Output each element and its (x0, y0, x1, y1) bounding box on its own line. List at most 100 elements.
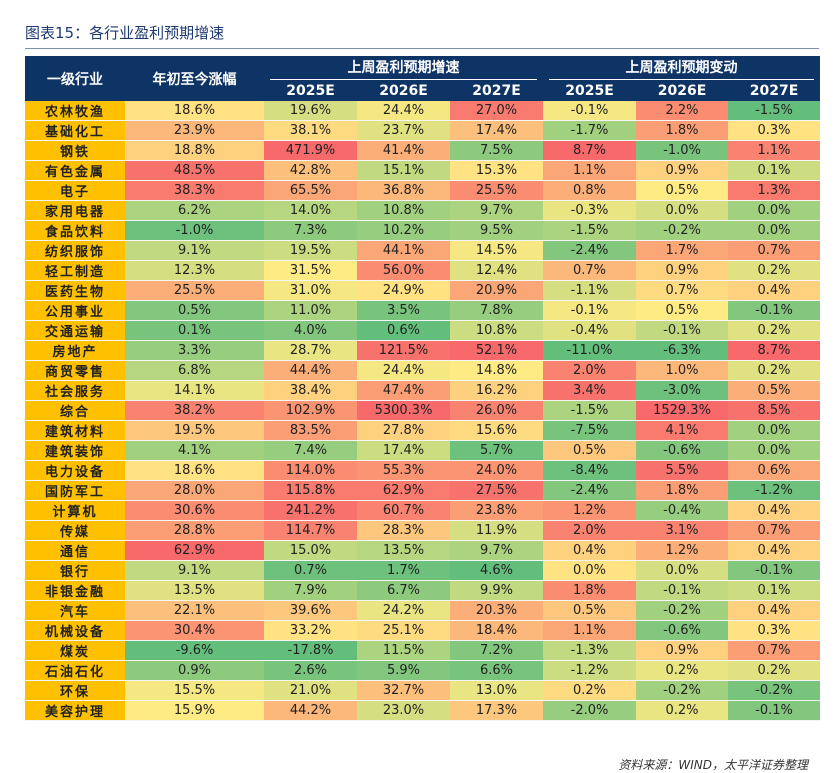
cell-growth-2026: 32.7% (357, 680, 450, 701)
cell-change-2027: 0.0% (728, 420, 821, 441)
industry-name: 农林牧渔 (25, 101, 125, 121)
cell-ytd: 0.5% (125, 300, 264, 321)
cell-change-2027: 0.0% (728, 440, 821, 461)
cell-change-2025: 8.7% (543, 140, 637, 161)
cell-growth-2027: 25.5% (450, 180, 544, 201)
table-row: 房地产 3.3% 28.7% 121.5% 52.1% -11.0% -6.3% 8.7% (25, 340, 821, 361)
cell-ytd: 30.4% (125, 620, 264, 641)
cell-growth-2027: 13.0% (450, 680, 544, 701)
cell-change-2025: -1.3% (543, 640, 637, 661)
cell-change-2025: -0.3% (543, 200, 637, 221)
cell-growth-2025: 83.5% (264, 420, 357, 441)
cell-growth-2025: 114.7% (264, 520, 357, 541)
cell-change-2026: -0.6% (636, 440, 729, 461)
cell-growth-2025: 28.7% (264, 340, 357, 361)
industry-name: 计算机 (25, 500, 125, 521)
cell-ytd: -9.6% (125, 640, 264, 661)
cell-change-2026: 1.0% (636, 360, 729, 381)
cell-change-2026: -3.0% (636, 380, 729, 401)
cell-change-2027: -0.1% (728, 300, 821, 321)
table-row: 农林牧渔 18.6% 19.6% 24.4% 27.0% -0.1% 2.2% -1.5% (25, 101, 821, 121)
header-change-2025: 2025E (543, 80, 637, 101)
cell-growth-2026: 10.8% (357, 200, 450, 221)
cell-growth-2027: 27.0% (450, 101, 544, 121)
cell-growth-2025: 7.4% (264, 440, 357, 461)
table-row: 基础化工 23.9% 38.1% 23.7% 17.4% -1.7% 1.8% 0.3% (25, 120, 821, 141)
cell-change-2025: -11.0% (543, 340, 637, 361)
cell-change-2026: -1.0% (636, 140, 729, 161)
cell-growth-2026: 23.0% (357, 700, 450, 721)
cell-growth-2026: 23.7% (357, 120, 450, 141)
table-row: 电力设备 18.6% 114.0% 55.3% 24.0% -8.4% 5.5% 0.6% (25, 460, 821, 481)
cell-change-2025: 3.4% (543, 380, 637, 401)
industry-name: 轻工制造 (25, 260, 125, 281)
table-row: 电子 38.3% 65.5% 36.8% 25.5% 0.8% 0.5% 1.3% (25, 180, 821, 201)
cell-ytd: 6.2% (125, 200, 264, 221)
cell-change-2026: 0.9% (636, 260, 729, 281)
title-divider (25, 48, 819, 49)
cell-change-2025: -1.7% (543, 120, 637, 141)
cell-change-2026: -0.2% (636, 600, 729, 621)
cell-ytd: 28.0% (125, 480, 264, 501)
cell-growth-2026: 47.4% (357, 380, 450, 401)
cell-growth-2027: 27.5% (450, 480, 544, 501)
industry-name: 环保 (25, 680, 125, 701)
industry-name: 房地产 (25, 340, 125, 361)
industry-earnings-table: 一级行业 年初至今涨幅 上周盈利预期增速 上周盈利预期变动 2025E 2026… (25, 56, 821, 721)
cell-growth-2026: 5.9% (357, 660, 450, 681)
cell-growth-2026: 24.9% (357, 280, 450, 301)
table-row: 公用事业 0.5% 11.0% 3.5% 7.8% -0.1% 0.5% -0.1% (25, 300, 821, 321)
cell-growth-2027: 52.1% (450, 340, 544, 361)
table-row: 汽车 22.1% 39.6% 24.2% 20.3% 0.5% -0.2% 0.4% (25, 600, 821, 621)
cell-ytd: 38.3% (125, 180, 264, 201)
cell-growth-2027: 9.9% (450, 580, 544, 601)
table-row: 美容护理 15.9% 44.2% 23.0% 17.3% -2.0% 0.2% -0.1% (25, 700, 821, 721)
cell-change-2025: 0.2% (543, 680, 637, 701)
industry-name: 汽车 (25, 600, 125, 621)
cell-change-2027: 8.7% (728, 340, 821, 361)
cell-change-2027: -1.2% (728, 480, 821, 501)
cell-growth-2025: 33.2% (264, 620, 357, 641)
cell-growth-2027: 7.2% (450, 640, 544, 661)
cell-change-2025: -7.5% (543, 420, 637, 441)
cell-growth-2026: 36.8% (357, 180, 450, 201)
table-row: 商贸零售 6.8% 44.4% 24.4% 14.8% 2.0% 1.0% 0.2% (25, 360, 821, 381)
industry-name: 电子 (25, 180, 125, 201)
header-change-2026: 2026E (636, 80, 729, 101)
cell-growth-2027: 11.9% (450, 520, 544, 541)
cell-change-2026: -0.4% (636, 500, 729, 521)
cell-change-2027: 0.4% (728, 540, 821, 561)
industry-name: 医药生物 (25, 280, 125, 301)
cell-ytd: 6.8% (125, 360, 264, 381)
cell-change-2026: 2.2% (636, 101, 729, 121)
cell-change-2027: 0.0% (728, 220, 821, 241)
cell-change-2025: -1.2% (543, 660, 637, 681)
cell-growth-2026: 121.5% (357, 340, 450, 361)
table-row: 银行 9.1% 0.7% 1.7% 4.6% 0.0% 0.0% -0.1% (25, 560, 821, 581)
cell-growth-2026: 44.1% (357, 240, 450, 261)
header-change-group-label: 上周盈利预期变动 (549, 57, 815, 80)
cell-growth-2025: 241.2% (264, 500, 357, 521)
cell-change-2027: 0.1% (728, 580, 821, 601)
cell-change-2025: -8.4% (543, 460, 637, 481)
table-row: 建筑材料 19.5% 83.5% 27.8% 15.6% -7.5% 4.1% 0.0% (25, 420, 821, 441)
cell-change-2025: -0.1% (543, 101, 637, 121)
cell-change-2026: 0.5% (636, 300, 729, 321)
industry-name: 交通运输 (25, 320, 125, 341)
cell-growth-2027: 7.5% (450, 140, 544, 161)
table-row: 家用电器 6.2% 14.0% 10.8% 9.7% -0.3% 0.0% 0.0% (25, 200, 821, 221)
cell-growth-2025: -17.8% (264, 640, 357, 661)
header-change-2027: 2027E (728, 80, 821, 101)
cell-ytd: 4.1% (125, 440, 264, 461)
cell-ytd: 9.1% (125, 240, 264, 261)
cell-growth-2025: 4.0% (264, 320, 357, 341)
table-row: 传媒 28.8% 114.7% 28.3% 11.9% 2.0% 3.1% 0.7% (25, 520, 821, 541)
industry-name: 建筑材料 (25, 420, 125, 441)
cell-growth-2025: 38.1% (264, 120, 357, 141)
cell-ytd: 13.5% (125, 580, 264, 601)
cell-growth-2027: 15.3% (450, 160, 544, 181)
source-note: 资料来源：WIND，太平洋证券整理 (618, 758, 808, 772)
cell-ytd: 9.1% (125, 560, 264, 581)
header-growth-2027: 2027E (450, 80, 544, 101)
cell-growth-2027: 26.0% (450, 400, 544, 421)
